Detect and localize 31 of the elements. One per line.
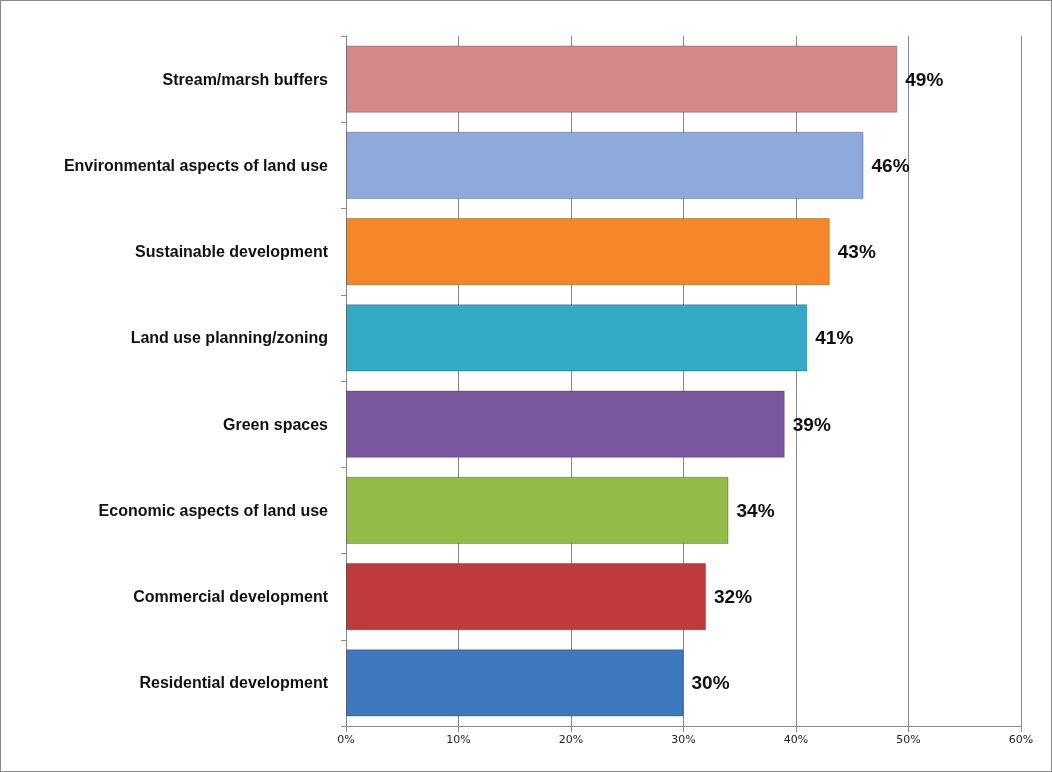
y-tick-label: Land use planning/zoning bbox=[130, 329, 328, 347]
bar bbox=[346, 304, 808, 372]
y-tick-label: Residential development bbox=[139, 674, 329, 692]
y-tick-label: Environmental aspects of land use bbox=[63, 156, 329, 174]
bar bbox=[346, 390, 785, 458]
bar bbox=[346, 217, 830, 286]
y-tick-label: Stream/marsh buffers bbox=[162, 70, 329, 88]
y-tick-label: Commercial development bbox=[133, 588, 329, 606]
x-tick-label: 60% bbox=[1008, 733, 1034, 746]
data-label: 39% bbox=[792, 413, 831, 435]
bar bbox=[346, 562, 706, 631]
data-label: 43% bbox=[837, 241, 876, 263]
x-tick-label: 40% bbox=[783, 733, 809, 746]
x-tick-label: 20% bbox=[558, 733, 584, 746]
bar bbox=[346, 476, 729, 545]
bar bbox=[346, 649, 684, 717]
y-tick-label: Sustainable development bbox=[135, 243, 329, 261]
data-label: 32% bbox=[714, 586, 753, 608]
y-tick-label: Economic aspects of land use bbox=[98, 501, 329, 519]
data-label: 34% bbox=[736, 499, 775, 521]
data-label: 49% bbox=[905, 68, 944, 90]
x-tick-label: 10% bbox=[446, 733, 471, 746]
data-label: 46% bbox=[871, 154, 910, 176]
x-tick-label: 30% bbox=[671, 733, 696, 746]
x-tick-label: 0% bbox=[337, 733, 355, 746]
y-tick-label: Green spaces bbox=[223, 415, 329, 433]
bar bbox=[346, 45, 898, 113]
bar bbox=[346, 131, 864, 200]
data-label: 30% bbox=[691, 672, 730, 694]
x-tick-label: 50% bbox=[896, 733, 921, 746]
data-label: 41% bbox=[815, 327, 854, 349]
